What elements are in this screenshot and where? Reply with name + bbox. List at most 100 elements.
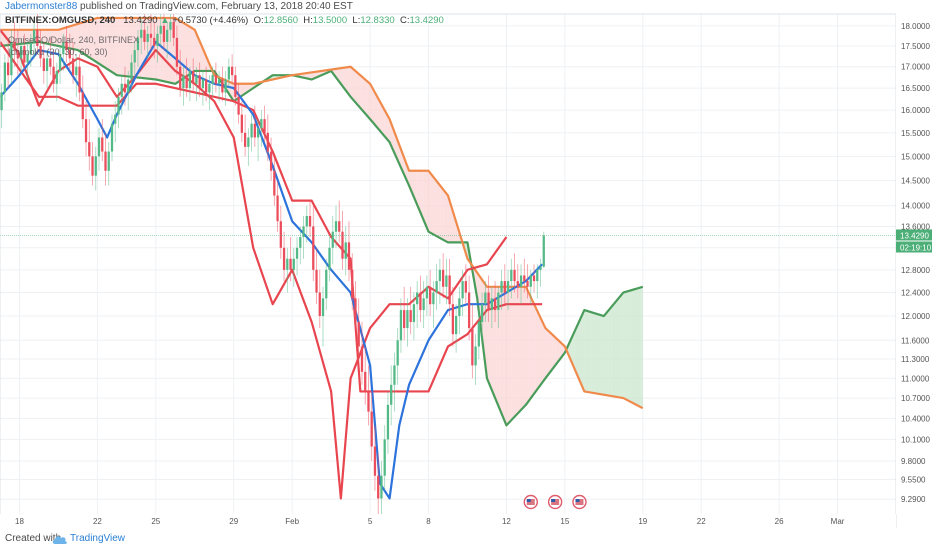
cloud-bull-segment [625,291,629,401]
cloud-bear-segment [535,307,539,392]
y-tick-label: 9.8000 [901,457,926,466]
us-flag-event-icon[interactable] [523,494,538,510]
cloud-bear-segment [309,72,312,80]
cloud-bear-segment [501,286,504,420]
candle-up [140,29,143,38]
cloud-bull-segment [616,298,619,398]
candle-up [325,269,328,299]
candle-up [45,58,49,71]
candle-down [172,21,175,38]
candle-down [354,298,357,323]
cloud-bull-segment [589,311,592,393]
candle-down [36,29,39,46]
candle-up [497,292,500,311]
candle-down [357,322,360,347]
cloud-bear-segment [360,75,363,111]
candle-down [78,66,81,93]
cloud-bear-segment [379,101,383,134]
y-tick-label: 11.3000 [901,355,930,364]
candle-down [221,79,224,93]
cloud-bear-segment [148,17,151,79]
candle-up [292,258,295,270]
cloud-bear-segment [51,29,54,45]
x-axis-background [0,514,896,528]
candle-down [153,37,156,46]
cloud-bear-segment [26,29,30,44]
y-tick-label: 10.1000 [901,435,930,444]
cloud-bear-segment [182,22,186,79]
cloud-bear-segment [177,19,181,83]
last-close: 13.4290 [123,15,158,26]
candle-down [101,137,104,152]
cloud-bear-segment [24,29,27,44]
low-label: L: [352,15,361,26]
candle-down [84,119,88,143]
candle-up [188,70,192,89]
candle-up [458,298,461,317]
cloud-bear-segment [423,170,427,226]
candle-up [490,298,493,311]
cloud-bear-segment [146,17,149,79]
candle-down [347,242,351,270]
cloud-bear-segment [121,17,125,77]
high-value: 13.5000 [312,15,348,26]
close-value: 13.4290 [409,15,444,26]
cloud-bear-segment [41,29,44,43]
cloud-bull-segment [601,315,604,395]
event-markers[interactable] [523,494,587,510]
cloud-bear-segment [511,286,514,421]
tradingview-brand-link[interactable]: TradingView [70,533,126,544]
cloud-bull-segment [594,313,597,394]
cloud-bear-segment [241,83,244,97]
y-tick-label: 14.5000 [901,177,930,186]
cloud-bear-segment [107,17,110,71]
cloud-bear-segment [540,317,543,385]
high-label: H: [303,15,313,26]
candle-up [412,304,416,323]
us-flag-event-icon[interactable] [547,494,563,510]
candle-down [23,45,26,63]
author-link[interactable]: Jabermonster88 [5,1,78,12]
cloud-bear-segment [199,40,203,71]
candle-up [422,298,425,311]
candle-down [81,92,84,120]
cloud-bear-segment [382,105,385,137]
candle-up [510,269,513,282]
cloud-bear-segment [426,170,429,232]
y-axis[interactable]: 18.0000 17.5000 17.0000 16.5000 16.0000 15.50… [896,14,932,514]
cloud-bear-segment [372,88,375,125]
candles [0,14,545,514]
candle-up [201,79,205,89]
us-flag-event-icon[interactable] [572,494,587,510]
cloud-bear-segment [92,18,95,61]
cloud-bear-segment [56,29,59,46]
cloud-bull-segment [611,304,614,397]
cloud-bear-segment [362,77,366,114]
cloud-bear-segment [533,301,536,395]
cloud-bear-segment [538,312,541,389]
cloud-bear-segment [70,25,74,50]
cloud-bear-segment [348,66,351,97]
candle-down [91,156,94,176]
candle-down [71,58,75,76]
cloud-bear-segment [448,195,451,243]
cloud-bear-segment [353,68,356,103]
y-tick-label: 10.4000 [901,414,930,423]
cloud-bull-segment [613,301,616,397]
symbol-name[interactable]: BITFINEX:OMGUSD, 240 [5,15,116,26]
candle-down [467,292,471,329]
cloud-bear-segment [550,332,553,372]
y-tick-label: 11.0000 [901,374,930,383]
candle-down [266,132,269,152]
candle-up [539,266,542,270]
cloud-bull-segment [628,290,631,402]
candle-up [484,292,487,305]
y-tick-label: 14.0000 [901,202,930,211]
x-axis[interactable]: 18 22 25 29 Feb 5 8 12 15 19 22 26 Mar [0,514,896,528]
candle-up [250,123,253,138]
x-tick-label: 5 [368,517,373,526]
candle-down [240,114,243,133]
x-tick-label: 19 [638,517,647,526]
candle-up [127,79,130,93]
